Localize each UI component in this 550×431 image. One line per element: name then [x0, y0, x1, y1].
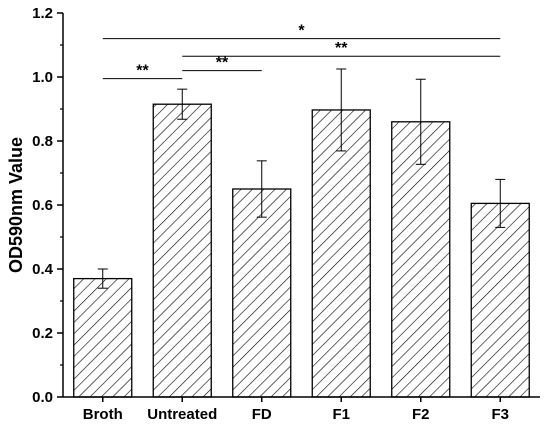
x-tick-label: Broth — [83, 406, 123, 423]
bar-fd — [232, 188, 292, 398]
plot-area: 0.0 0.2 0.4 0.6 0.8 1.0 1.2 Broth Untreated FD F1 F… — [32, 5, 540, 423]
bar-f2 — [391, 121, 451, 398]
x-tick-label: F2 — [412, 406, 430, 423]
y-tick-label: 1.0 — [32, 69, 53, 86]
significance-label: ** — [335, 40, 348, 57]
y-tick-label: 0.0 — [32, 389, 53, 406]
significance-label: * — [298, 23, 305, 40]
y-axis-label: OD590nm Value — [6, 137, 26, 273]
significance-label: ** — [216, 55, 229, 72]
bar-f3 — [470, 202, 530, 398]
y-tick-label: 0.8 — [32, 133, 53, 150]
y-tick-label: 0.6 — [32, 197, 53, 214]
x-tick-label: Untreated — [147, 406, 217, 423]
y-tick-label: 0.4 — [32, 261, 54, 278]
bar-untreated — [152, 103, 212, 398]
bar-f1 — [311, 109, 371, 398]
significance-label: ** — [136, 63, 149, 80]
x-tick-label: F1 — [332, 406, 350, 423]
bar-broth — [73, 277, 133, 398]
y-tick-label: 0.2 — [32, 325, 53, 342]
x-tick-label: F3 — [491, 406, 509, 423]
y-tick-label: 1.2 — [32, 5, 53, 22]
x-tick-label: FD — [252, 406, 272, 423]
